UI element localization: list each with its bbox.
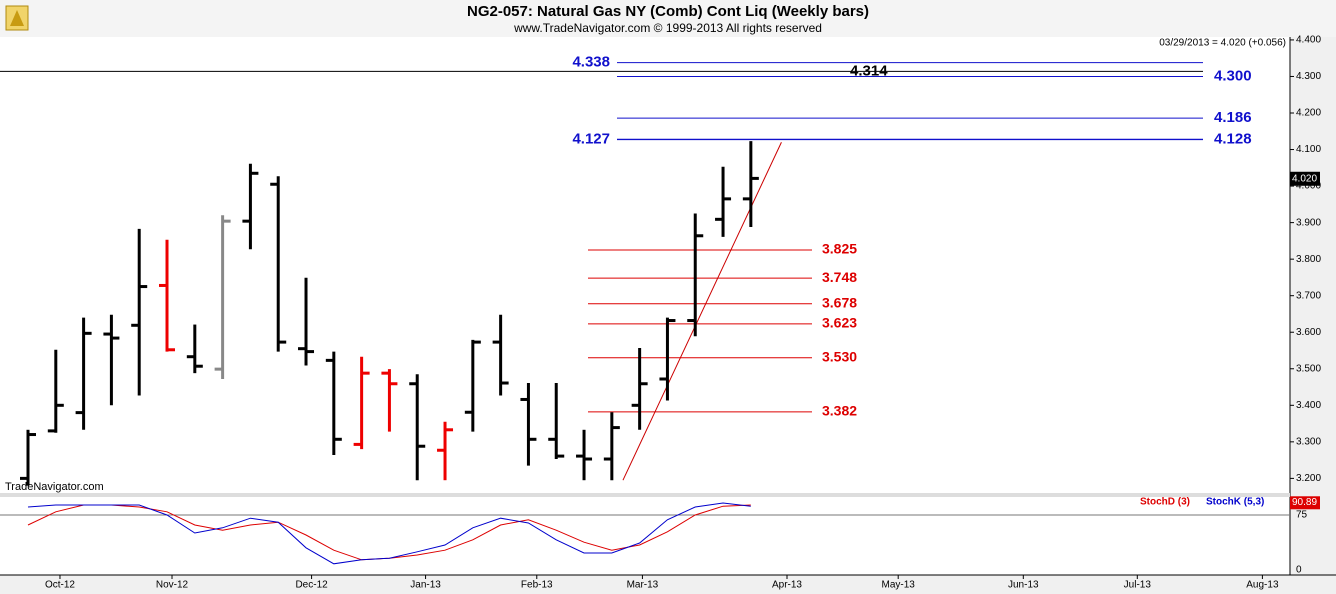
stoch-last-label: 90.89 (1292, 497, 1317, 508)
level-label: 3.678 (822, 294, 857, 310)
x-tick-label: Jul-13 (1124, 580, 1152, 591)
level-label: 3.530 (822, 349, 857, 365)
y-tick-label: 4.400 (1296, 35, 1321, 46)
level-label: 4.186 (1214, 109, 1252, 126)
y-tick-label: 3.200 (1296, 473, 1321, 484)
logo-shape (10, 10, 24, 26)
x-tick-label: Oct-12 (45, 580, 75, 591)
legend-entry: StochK (5,3) (1206, 497, 1264, 508)
x-tick-label: Dec-12 (295, 580, 328, 591)
level-label: 3.825 (822, 241, 857, 257)
date-axis-area (0, 575, 1336, 594)
level-label: 4.314 (850, 62, 888, 79)
x-tick-label: Mar-13 (627, 580, 659, 591)
level-label: 4.300 (1214, 67, 1252, 84)
y-tick-label: 3.600 (1296, 327, 1321, 338)
stoch-last-box (1290, 496, 1320, 510)
quote: 03/29/2013 = 4.020 (+0.056) (1159, 38, 1286, 49)
x-tick-label: Apr-13 (772, 580, 802, 591)
logo (5, 5, 29, 31)
x-tick-label: Feb-13 (521, 580, 553, 591)
panel-divider (0, 493, 1290, 497)
header (0, 0, 1336, 37)
price-axis-area (1290, 37, 1336, 575)
level-label: 4.127 (572, 131, 610, 148)
stoch-line (27, 502, 751, 565)
x-tick-label: Nov-12 (156, 580, 189, 591)
y-tick-label: 4.000 (1296, 181, 1321, 192)
chart-title: NG2-057: Natural Gas NY (Comb) Cont Liq … (467, 3, 869, 20)
y-tick-label: 0 (1296, 565, 1302, 576)
level-label: 3.382 (822, 403, 857, 419)
y-tick-label: 3.500 (1296, 363, 1321, 374)
y-tick-label: 4.300 (1296, 71, 1321, 82)
y-tick-label: 3.800 (1296, 254, 1321, 265)
y-tick-label: 4.100 (1296, 144, 1321, 155)
y-tick-label: 3.900 (1296, 217, 1321, 228)
x-tick-label: May-13 (882, 580, 916, 591)
watermark: TradeNavigator.com (5, 481, 104, 493)
y-tick-label: 4.200 (1296, 108, 1321, 119)
y-tick-label: 75 (1296, 510, 1308, 521)
x-tick-label: Aug-13 (1246, 580, 1279, 591)
level-label: 4.338 (572, 54, 610, 71)
last-price-label: 4.020 (1292, 173, 1317, 184)
subtitle: www.TradeNavigator.com © 1999-2013 All r… (513, 21, 822, 35)
trend-line (622, 142, 782, 481)
level-label: 3.748 (822, 269, 857, 285)
y-tick-label: 3.300 (1296, 436, 1321, 447)
x-tick-label: Jan-13 (410, 580, 441, 591)
legend-entry: StochD (3) (1140, 497, 1190, 508)
level-label: 3.623 (822, 315, 857, 331)
last-price-box (1290, 171, 1320, 186)
x-tick-label: Jun-13 (1008, 580, 1039, 591)
y-tick-label: 3.700 (1296, 290, 1321, 301)
level-label: 4.128 (1214, 130, 1252, 147)
y-tick-label: 3.400 (1296, 400, 1321, 411)
